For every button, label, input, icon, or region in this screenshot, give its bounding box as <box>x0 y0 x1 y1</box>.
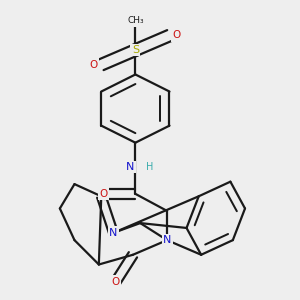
Text: O: O <box>173 31 181 40</box>
Text: N: N <box>109 228 118 238</box>
Text: N: N <box>126 162 135 172</box>
Text: CH₃: CH₃ <box>127 16 144 26</box>
Text: O: O <box>90 60 98 70</box>
Text: S: S <box>132 45 139 55</box>
Text: O: O <box>112 277 120 286</box>
Text: N: N <box>163 235 171 245</box>
Text: H: H <box>146 162 154 172</box>
Text: O: O <box>100 189 108 199</box>
